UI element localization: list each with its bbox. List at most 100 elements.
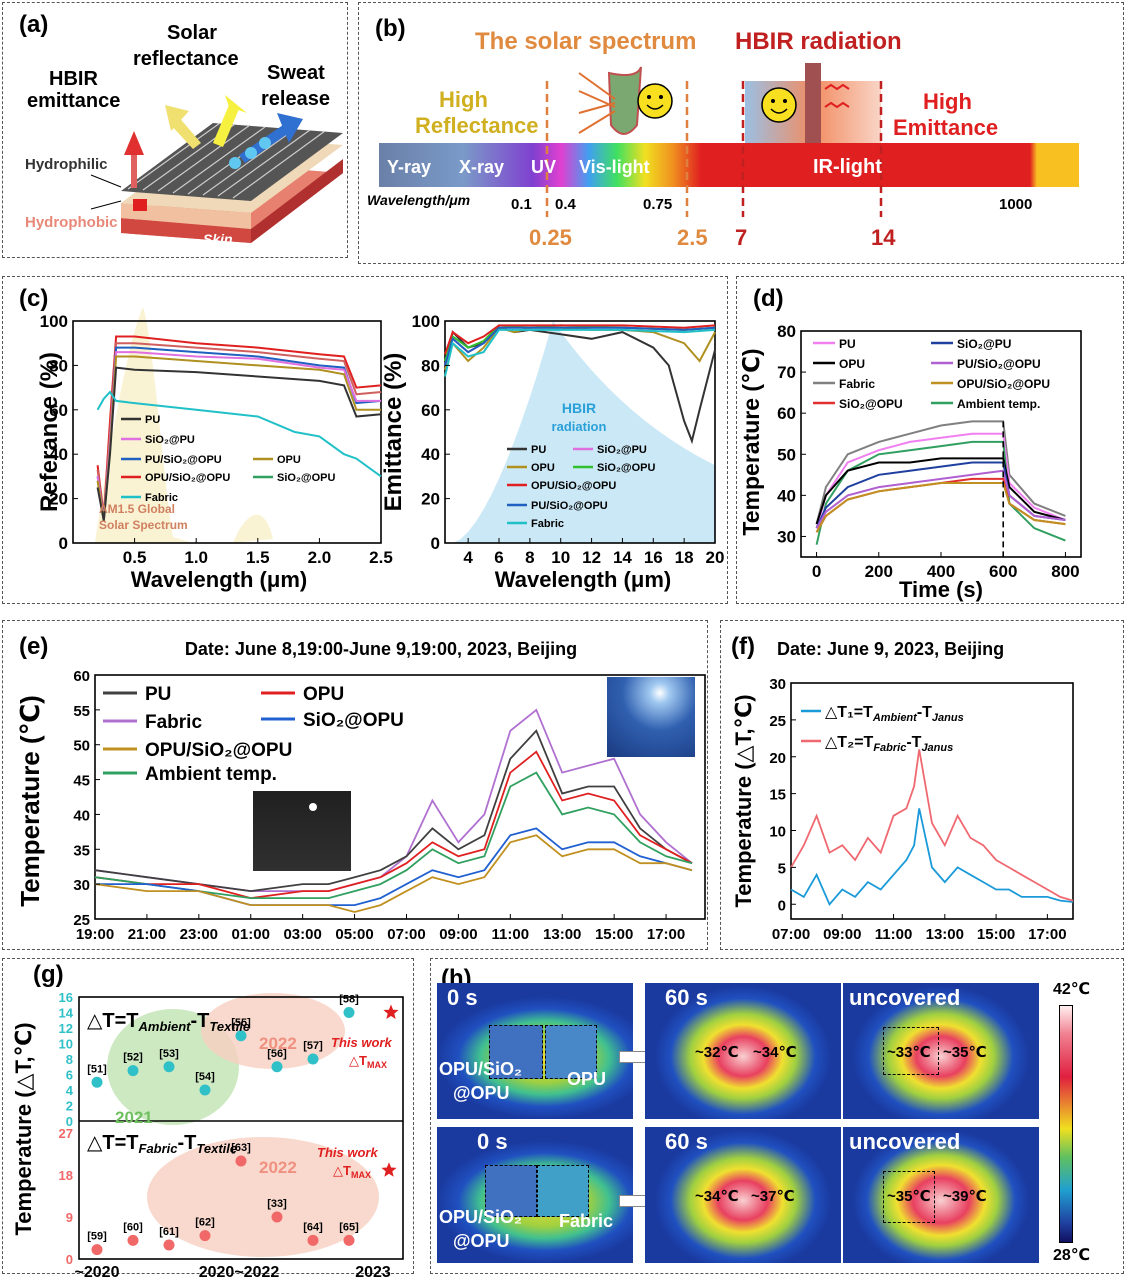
r2-unc-temp-a: ~35℃ bbox=[887, 1188, 931, 1205]
y-tick-label: 100 bbox=[412, 312, 440, 331]
hydrophilic-label: Hydrophilic bbox=[25, 156, 108, 173]
sweat-arrow-head bbox=[277, 113, 303, 143]
y-tick-label: 0 bbox=[778, 897, 786, 914]
r1-60s-temp-b: ~34℃ bbox=[753, 1044, 797, 1061]
x-tick-label: 03:00 bbox=[283, 926, 321, 943]
series-line-pu bbox=[815, 432, 1066, 529]
y-tick-label: 50 bbox=[73, 738, 90, 755]
point-label: [61] bbox=[159, 1226, 179, 1238]
scale-max: 42℃ bbox=[1053, 981, 1091, 998]
y-tick-label: 40 bbox=[73, 807, 90, 824]
high-emittance-line1: High bbox=[923, 89, 972, 114]
panel-b-tag: (b) bbox=[375, 15, 406, 42]
legend-label-sio-opu: SiO₂@OPU bbox=[303, 710, 404, 731]
hydrophobic-label: Hydrophobic bbox=[25, 214, 118, 231]
x-tick-label: 15:00 bbox=[977, 926, 1015, 943]
this-work-star-icon bbox=[383, 1004, 399, 1019]
ir-image-r2-0s: 0 s OPU/SiO₂ @OPU Fabric bbox=[437, 1127, 633, 1263]
r2-box-right bbox=[537, 1165, 589, 1217]
y-tick-label: 20 bbox=[49, 490, 68, 509]
color-scale-bar bbox=[1059, 1005, 1073, 1243]
g-group-2022-top: 2022 bbox=[259, 1034, 297, 1053]
left-ticks: 0.5 1.0 1.5 2.0 2.5 0 20 40 60 80 100 bbox=[40, 312, 393, 567]
r1-60s-temp-a: ~32℃ bbox=[695, 1044, 739, 1061]
am15-label-2: Solar Spectrum bbox=[99, 518, 188, 532]
hydrophobic-pointer bbox=[90, 200, 122, 210]
x-tick-label: 17:00 bbox=[647, 926, 685, 943]
g-chart: [51] [52] [53] [54] [55] [56] [57] [58] [59] [60]… bbox=[11, 990, 404, 1280]
f-legend-2: △T₂=TFabric-TJanus bbox=[825, 734, 953, 754]
e-chart: 19:00 21:00 23:00 01:00 03:00 05:00 07:00 09:00… bbox=[15, 668, 706, 943]
y-tick-label: 15 bbox=[769, 787, 786, 804]
mark-14: 14 bbox=[871, 225, 896, 250]
point-63 bbox=[235, 1155, 247, 1167]
ir-image-r2-60s: 60 s ~34℃ ~37℃ bbox=[645, 1127, 841, 1263]
emittance-label: emittance bbox=[27, 90, 120, 112]
left-series-group bbox=[96, 335, 382, 521]
x-tick-label: 12 bbox=[582, 548, 601, 567]
r2-uncovered-label: uncovered bbox=[849, 1129, 961, 1154]
y-tick-label: 80 bbox=[49, 356, 68, 375]
x-tick-label: 0.5 bbox=[123, 548, 147, 567]
point-33 bbox=[271, 1211, 283, 1223]
panel-d-chart: 0 200 400 600 800 30 40 50 60 70 80 Time (s) Tempe… bbox=[738, 322, 1082, 602]
y-tick-label: 16 bbox=[59, 990, 73, 1005]
g-plot-frame bbox=[78, 996, 404, 1260]
x-tick-label: 13:00 bbox=[543, 926, 581, 943]
point-65 bbox=[343, 1234, 355, 1246]
skin-side-right bbox=[251, 159, 343, 243]
legend-label-sio-pu: SiO₂@PU bbox=[957, 337, 1011, 351]
e-legend: PU OPU Fabric SiO₂@OPU OPU/SiO₂@OPU Ambient t… bbox=[103, 684, 404, 785]
y-tick-label: 20 bbox=[421, 490, 440, 509]
x-tick-label: 01:00 bbox=[232, 926, 270, 943]
panel-c: (c) 0.5 1.0 1.5 2.0 2.5 0 20 40 60 80 100 Waveleng… bbox=[2, 276, 728, 604]
r1-unc-box bbox=[883, 1027, 939, 1075]
y-tick-label: 18 bbox=[59, 1168, 73, 1183]
smiley-mouth bbox=[646, 104, 664, 110]
band-x-ray: X-ray bbox=[459, 157, 504, 177]
smiley-mouth bbox=[770, 108, 788, 114]
y-tick-label: 10 bbox=[769, 824, 786, 841]
point-54 bbox=[199, 1084, 211, 1096]
legend-label-fabric: Fabric bbox=[145, 492, 178, 504]
hbir-annotation-1: HBIR bbox=[562, 400, 596, 416]
series-line-pu-sio2-opu bbox=[444, 326, 716, 366]
point-label: [51] bbox=[87, 1063, 107, 1075]
y-tick-label: 0 bbox=[59, 534, 68, 553]
y-tick-label: 10 bbox=[59, 1037, 73, 1052]
point-label: [55] bbox=[231, 1017, 251, 1029]
x-tick-label: 13:00 bbox=[926, 926, 964, 943]
legend-label-opu: OPU bbox=[531, 462, 555, 474]
panel-f-tag: (f) bbox=[731, 633, 755, 660]
r1-unc-temp-b: ~35℃ bbox=[943, 1044, 987, 1061]
g-ylabel: Temperature (△T,℃) bbox=[11, 1022, 36, 1235]
mark-2-5: 2.5 bbox=[677, 225, 708, 250]
panel-d: (d) 0 200 400 600 800 30 40 50 60 70 80 Time (s) T… bbox=[736, 276, 1124, 604]
f-chart: 07:00 09:00 11:00 13:00 15:00 17:00 0 5 10 15 20 25… bbox=[731, 676, 1074, 943]
legend-label-opu-sio-opu: OPU/SiO₂@OPU bbox=[531, 480, 616, 492]
r2-left-label-1: OPU/SiO₂ bbox=[439, 1207, 523, 1227]
legend-label-pu-sio-opu: PU/SiO₂@OPU bbox=[957, 357, 1041, 371]
y-tick-label: 25 bbox=[73, 912, 90, 929]
r2-left-label-2: @OPU bbox=[453, 1231, 510, 1251]
e-plot-frame bbox=[94, 674, 706, 920]
x-tick-label: 10 bbox=[551, 548, 570, 567]
panel-a: (a) HBIR emittance Solar reflecta bbox=[2, 2, 348, 258]
x-tick-label: 05:00 bbox=[335, 926, 373, 943]
y-tick-label: 60 bbox=[49, 401, 68, 420]
x-tick-label: 2020~2022 bbox=[199, 1264, 280, 1280]
point-label: [53] bbox=[159, 1048, 179, 1060]
wl-tick-0-4: 0.4 bbox=[555, 196, 577, 213]
legend-label-pu: PU bbox=[145, 684, 171, 705]
y-tick-label: 4 bbox=[66, 1083, 74, 1098]
f-ticks: 07:00 09:00 11:00 13:00 15:00 17:00 0 5 10 15 20 25… bbox=[769, 676, 1066, 943]
y-tick-label: 50 bbox=[777, 445, 796, 464]
legend-label-sio-pu: SiO₂@PU bbox=[145, 434, 195, 446]
solar-out-head bbox=[225, 95, 247, 113]
g-bottom-this-work: This work bbox=[317, 1145, 378, 1160]
series-line-dt1 bbox=[790, 808, 1074, 906]
am15-label-1: AM1.5 Global bbox=[99, 502, 175, 516]
point-label: [56] bbox=[267, 1048, 287, 1060]
day-sky-photo bbox=[607, 677, 695, 757]
